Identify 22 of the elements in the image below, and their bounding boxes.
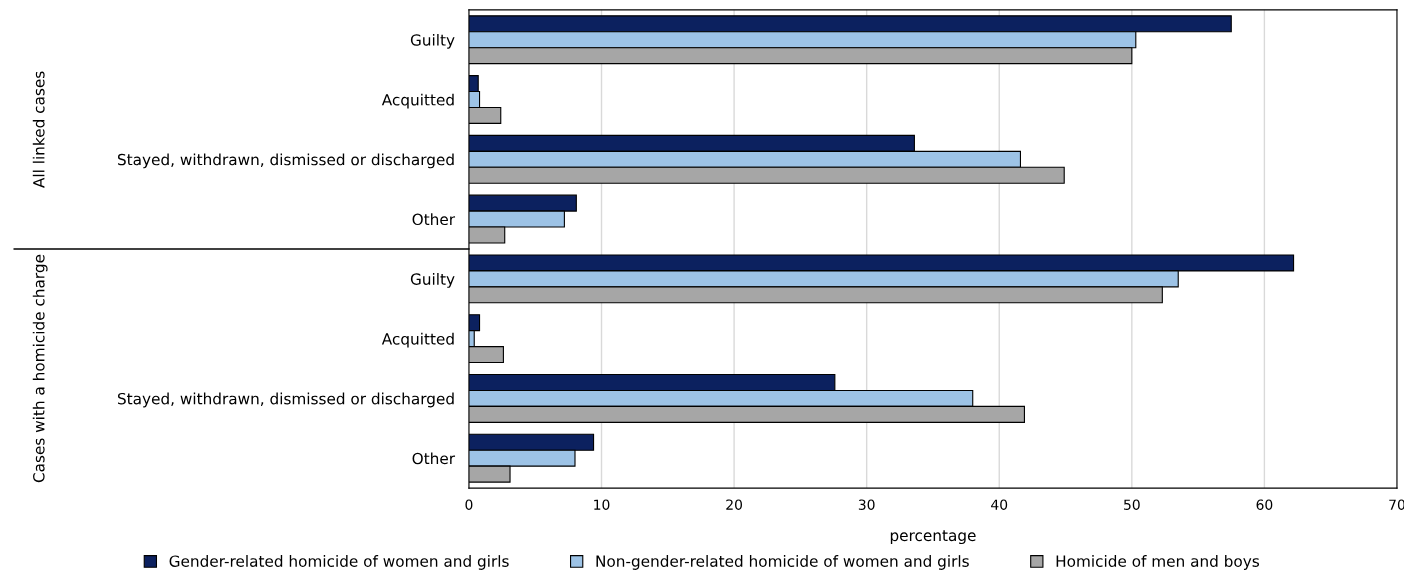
x-tick-label: 40	[991, 499, 1008, 510]
y-tick-label: Acquitted	[381, 93, 454, 109]
x-tick-label: 20	[726, 499, 743, 510]
x-tick-label: 70	[1389, 499, 1404, 510]
text: All linked cases	[32, 71, 45, 188]
y-tick-label: Other	[412, 213, 456, 226]
x-tick-label: 30	[858, 499, 875, 510]
legend-label: Homicide of men and boys	[1056, 555, 1260, 570]
y-tick-label: Guilty	[410, 273, 455, 288]
x-tick-label: 50	[1124, 499, 1140, 510]
x-tick-label: 10	[594, 499, 610, 510]
x-tick-label: 0	[465, 499, 473, 510]
legend-label: Gender-related homicide of women and girls	[169, 555, 509, 570]
y-tick-label: Stayed, withdrawn, dismissed or discharged	[117, 153, 454, 169]
x-tick-label: 60	[1256, 499, 1273, 510]
y-tick-label: Acquitted	[381, 332, 454, 348]
y-tick-label: Stayed, withdrawn, dismissed or discharged	[117, 392, 454, 408]
y-tick-label: Guilty	[410, 33, 455, 49]
y-tick-label: Other	[412, 452, 456, 465]
legend-label: Non-gender-related homicide of women and girls	[596, 555, 969, 570]
text: Cases with a homicide charge	[32, 254, 48, 483]
x-axis-title: percentage	[890, 530, 976, 545]
